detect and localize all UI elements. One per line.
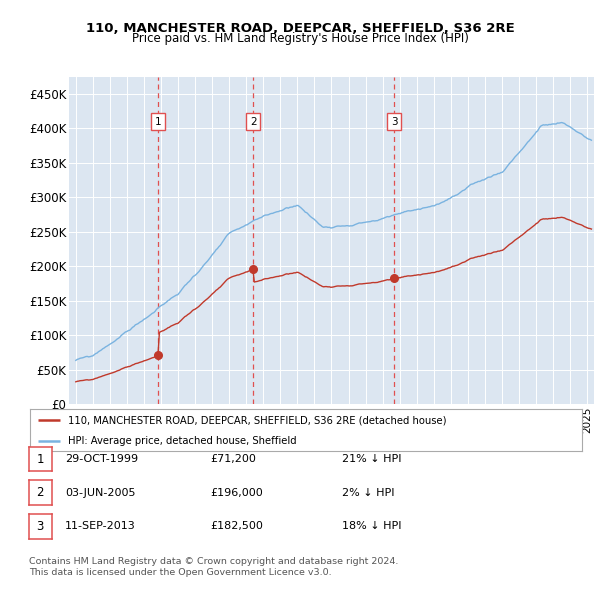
Text: This data is licensed under the Open Government Licence v3.0.: This data is licensed under the Open Gov… — [29, 568, 331, 577]
Text: 29-OCT-1999: 29-OCT-1999 — [65, 454, 138, 464]
Text: 1: 1 — [155, 116, 161, 126]
Text: Price paid vs. HM Land Registry's House Price Index (HPI): Price paid vs. HM Land Registry's House … — [131, 32, 469, 45]
Text: 11-SEP-2013: 11-SEP-2013 — [65, 522, 136, 531]
Text: 3: 3 — [37, 520, 44, 533]
Text: 1: 1 — [37, 453, 44, 466]
Text: 110, MANCHESTER ROAD, DEEPCAR, SHEFFIELD, S36 2RE: 110, MANCHESTER ROAD, DEEPCAR, SHEFFIELD… — [86, 22, 514, 35]
Text: 3: 3 — [391, 116, 398, 126]
Text: 18% ↓ HPI: 18% ↓ HPI — [342, 522, 401, 531]
Text: £71,200: £71,200 — [210, 454, 256, 464]
Text: £182,500: £182,500 — [210, 522, 263, 531]
Text: Contains HM Land Registry data © Crown copyright and database right 2024.: Contains HM Land Registry data © Crown c… — [29, 558, 398, 566]
Text: 21% ↓ HPI: 21% ↓ HPI — [342, 454, 401, 464]
Text: 03-JUN-2005: 03-JUN-2005 — [65, 488, 136, 497]
Text: 2: 2 — [37, 486, 44, 499]
Text: 2% ↓ HPI: 2% ↓ HPI — [342, 488, 395, 497]
Text: HPI: Average price, detached house, Sheffield: HPI: Average price, detached house, Shef… — [68, 436, 296, 445]
Text: £196,000: £196,000 — [210, 488, 263, 497]
Text: 110, MANCHESTER ROAD, DEEPCAR, SHEFFIELD, S36 2RE (detached house): 110, MANCHESTER ROAD, DEEPCAR, SHEFFIELD… — [68, 415, 446, 425]
Text: 2: 2 — [250, 116, 257, 126]
